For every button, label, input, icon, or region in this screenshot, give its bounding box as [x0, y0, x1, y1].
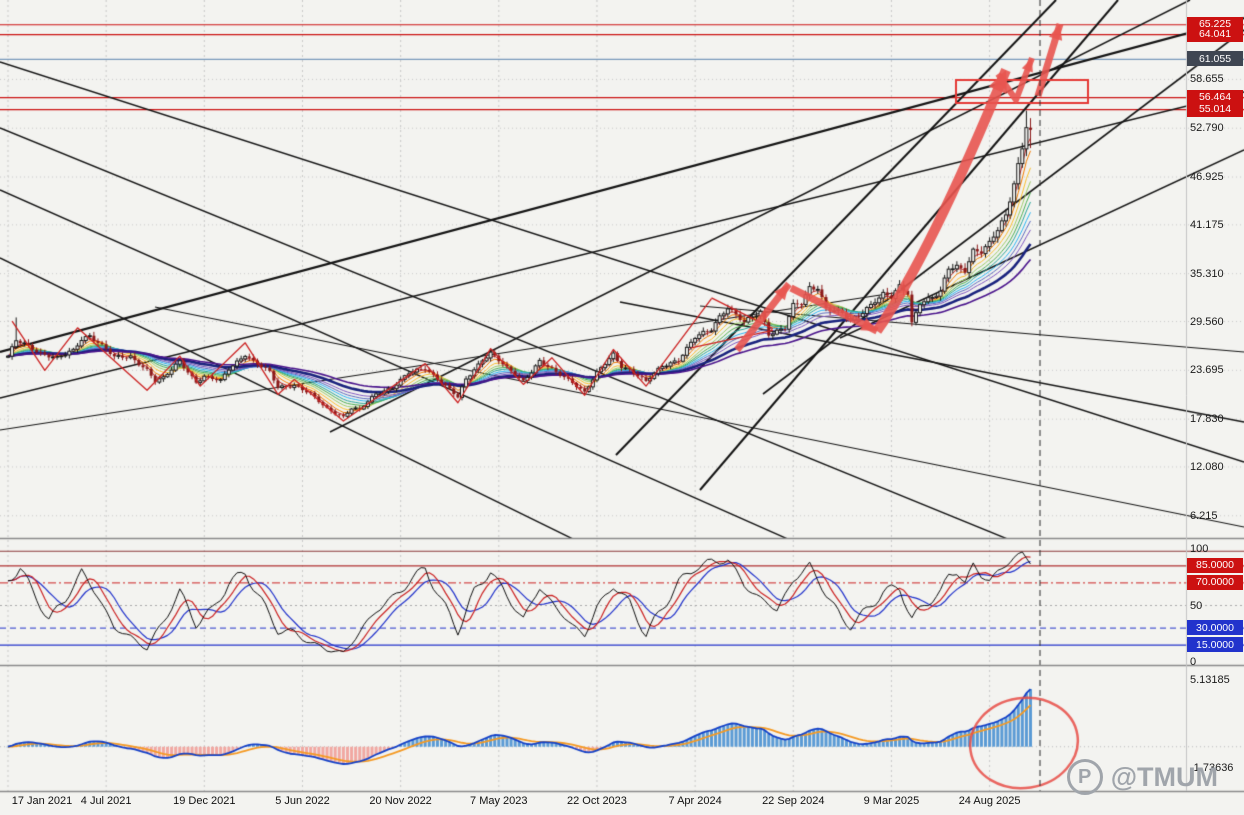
stoch-level-label[interactable]: 30.0000 — [1187, 620, 1243, 636]
time-axis-label: 22 Oct 2023 — [566, 795, 627, 807]
price-axis-tick: 41.175 — [1190, 218, 1224, 231]
price-axis-tick: 29.560 — [1190, 315, 1224, 328]
time-axis-label: 5 Jun 2022 — [275, 795, 330, 807]
stoch-level-label[interactable]: 85.0000 — [1187, 557, 1243, 573]
price-axis-tick: 46.925 — [1190, 171, 1224, 184]
price-axis-tick: 17.830 — [1190, 413, 1224, 426]
price-line-label[interactable]: 61.055 — [1187, 51, 1243, 67]
price-line-label[interactable]: 64.041 — [1187, 26, 1243, 42]
price-axis-tick: 35.310 — [1190, 267, 1224, 280]
time-axis-label: 20 Nov 2022 — [369, 795, 432, 807]
time-axis-label: 9 Mar 2025 — [863, 795, 920, 807]
stoch-axis-tick: 50 — [1190, 599, 1203, 612]
stoch-axis-tick: 100 — [1190, 543, 1209, 555]
price-axis-tick: 12.080 — [1190, 460, 1224, 473]
time-axis-label: 22 Sep 2024 — [762, 795, 825, 807]
stoch-level-label[interactable]: 15.0000 — [1187, 637, 1243, 653]
watermark-logo-icon: P — [1066, 759, 1103, 795]
price-line-label[interactable]: 56.464 — [1187, 89, 1243, 105]
price-axis-tick: 6.215 — [1190, 509, 1218, 522]
time-axis-label: 19 Dec 2021 — [173, 795, 236, 807]
stoch-level-label[interactable]: 70.0000 — [1187, 574, 1243, 590]
time-axis-label: 7 May 2023 — [470, 795, 528, 807]
price-axis-tick: 58.655 — [1190, 73, 1224, 86]
macd-max-label: 5.13185 — [1190, 674, 1230, 686]
time-axis-label: 7 Apr 2024 — [668, 795, 722, 807]
macd-min-label: -1.73636 — [1190, 762, 1234, 774]
price-axis-tick: 23.695 — [1190, 364, 1224, 377]
watermark: P @TMUM — [1066, 759, 1218, 795]
stoch-axis-tick: 0 — [1190, 656, 1197, 668]
price-axis-tick: 52.790 — [1190, 122, 1224, 135]
time-axis-label: 17 Jan 2021 — [11, 795, 73, 807]
time-axis-label: 24 Aug 2025 — [958, 795, 1021, 807]
price-line-label[interactable]: 55.014 — [1187, 101, 1243, 117]
watermark-handle: @TMUM — [1110, 761, 1218, 792]
time-axis-label: 4 Jul 2021 — [80, 795, 132, 807]
